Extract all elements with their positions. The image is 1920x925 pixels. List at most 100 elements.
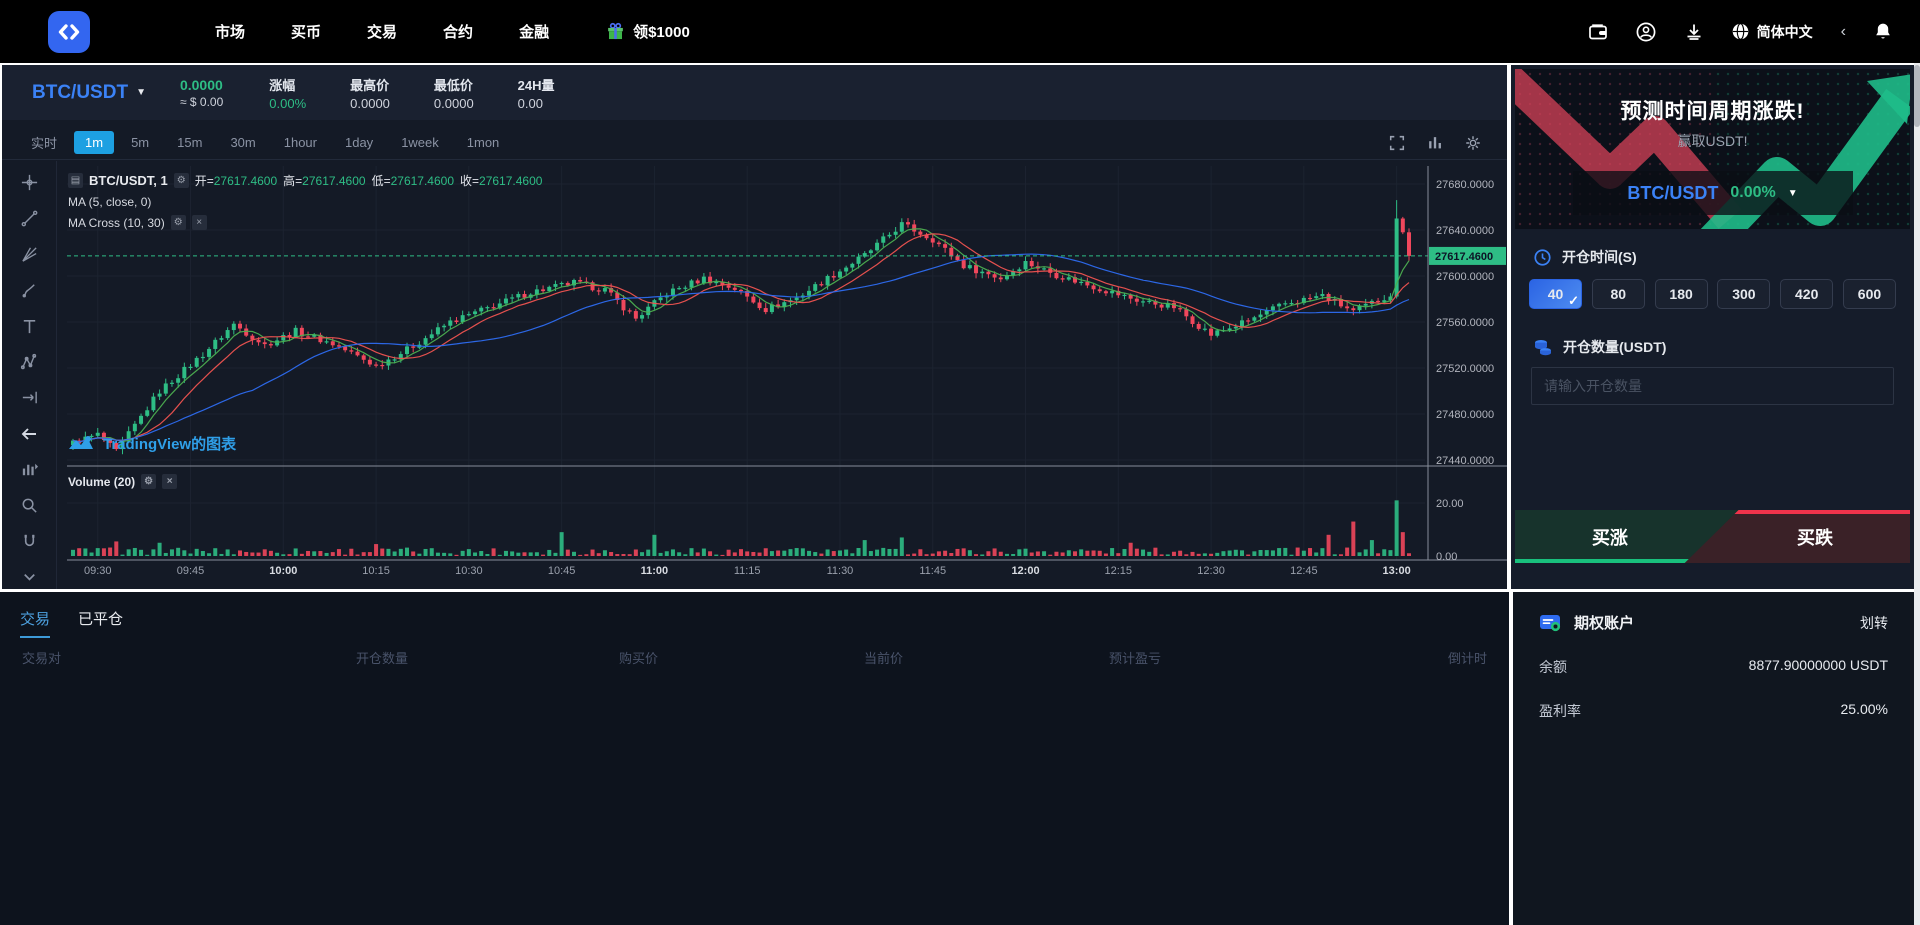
- balance-value: 8877.90000000 USDT: [1748, 657, 1888, 673]
- account-title: 期权账户: [1574, 615, 1635, 632]
- gann-fan-tool-icon[interactable]: [16, 243, 42, 266]
- duration-buttons: 40 ✓ 80 180 300 420 600: [1529, 279, 1896, 309]
- volume-settings-gear-icon[interactable]: ⚙: [141, 474, 157, 489]
- timeframe-1m[interactable]: 1m: [74, 131, 115, 154]
- bonus-link[interactable]: 领$1000: [605, 21, 690, 42]
- svg-text:10:30: 10:30: [455, 565, 483, 577]
- trade-change: 0.00%: [1730, 184, 1776, 201]
- brush-tool-icon[interactable]: [16, 279, 42, 302]
- language-label: 简体中文: [1756, 23, 1813, 40]
- timeframe-realtime[interactable]: 实时: [31, 136, 58, 151]
- volume-legend: Volume (20) ⚙ ×: [68, 474, 178, 489]
- svg-text:20.00: 20.00: [1436, 498, 1464, 510]
- timeframe-1hour[interactable]: 1hour: [283, 135, 317, 150]
- svg-text:11:30: 11:30: [827, 565, 854, 577]
- col-countdown: 倒计时: [1447, 651, 1487, 666]
- duration-180-button[interactable]: 180: [1654, 279, 1708, 309]
- bell-icon[interactable]: [1872, 21, 1894, 43]
- options-account-icon: [1540, 614, 1561, 631]
- svg-text:27440.0000: 27440.0000: [1436, 455, 1494, 467]
- trade-pair-selector[interactable]: BTC/USDT 0.00% ▼: [1572, 171, 1853, 215]
- svg-text:12:45: 12:45: [1290, 565, 1318, 577]
- caret-down-icon: ▼: [136, 87, 146, 98]
- duration-300-button[interactable]: 300: [1717, 279, 1771, 309]
- pattern-tool-icon[interactable]: [16, 351, 42, 374]
- crosshair-tool-icon[interactable]: [16, 171, 42, 194]
- account-header: 期权账户 划转: [1513, 592, 1914, 633]
- app-logo[interactable]: [48, 10, 90, 53]
- timeframe-30m[interactable]: 30m: [230, 135, 256, 150]
- ma-cross-remove-icon[interactable]: ×: [191, 215, 207, 230]
- timeframe-1week[interactable]: 1week: [401, 135, 439, 150]
- bonus-label: 领$1000: [633, 24, 690, 41]
- tradingview-attribution[interactable]: TradingView的图表: [68, 433, 236, 454]
- tradingview-logo-icon: [69, 436, 93, 449]
- page-scrollbar[interactable]: [1914, 63, 1920, 925]
- svg-text:27617.4600: 27617.4600: [1435, 251, 1493, 263]
- duration-420-button[interactable]: 420: [1780, 279, 1834, 309]
- svg-text:10:15: 10:15: [362, 565, 390, 577]
- nav-link-trade[interactable]: 交易: [367, 24, 398, 41]
- wallet-icon[interactable]: [1587, 21, 1609, 43]
- zoom-tool-icon[interactable]: [16, 494, 42, 517]
- svg-text:13:00: 13:00: [1383, 565, 1411, 577]
- ma-cross-indicator-label: MA Cross (10, 30): [68, 215, 165, 230]
- magnet-tool-icon[interactable]: [16, 530, 42, 553]
- positions-table-header: 交易对 开仓数量 购买价 当前价 预计盈亏 倒计时: [0, 648, 1509, 667]
- chart-settings-gear-icon[interactable]: [1463, 133, 1483, 153]
- nav-links: 市场 买币 交易 合约 金融: [215, 21, 549, 42]
- nav-link-contracts[interactable]: 合约: [443, 24, 474, 41]
- tab-open-trades[interactable]: 交易: [20, 608, 51, 638]
- caret-down-icon: ▼: [1787, 187, 1798, 199]
- chart-toolbar-icons: [1387, 133, 1507, 153]
- top-nav: 市场 买币 交易 合约 金融 领$1000 简体中文 ‹: [0, 0, 1920, 63]
- candlestick-chart[interactable]: 27680.0000 27640.0000 27600.0000 27560.0000…: [57, 158, 1507, 589]
- chevron-left-icon[interactable]: ‹: [1840, 22, 1846, 40]
- ma-indicator-label: MA (5, close, 0): [68, 194, 152, 209]
- legend-symbol: BTC/USDT, 1: [89, 173, 168, 188]
- timeframe-1day[interactable]: 1day: [344, 135, 374, 150]
- amount-input[interactable]: [1531, 367, 1894, 405]
- fullscreen-icon[interactable]: [1387, 133, 1407, 153]
- account-icon[interactable]: [1635, 21, 1657, 43]
- tab-closed-trades[interactable]: 已平仓: [78, 611, 124, 628]
- transfer-link[interactable]: 划转: [1860, 614, 1888, 631]
- amount-row: 开仓数量(USDT): [1533, 337, 1666, 357]
- text-tool-icon[interactable]: [16, 315, 42, 338]
- globe-icon: [1732, 23, 1748, 40]
- volume-remove-icon[interactable]: ×: [162, 474, 178, 489]
- nav-link-markets[interactable]: 市场: [215, 24, 246, 41]
- duration-80-button[interactable]: 80: [1591, 279, 1645, 309]
- duration-40-button[interactable]: 40 ✓: [1529, 279, 1582, 309]
- legend-collapse-icon[interactable]: ▤: [68, 173, 83, 188]
- download-icon[interactable]: [1683, 21, 1705, 43]
- ma-cross-settings-gear-icon[interactable]: ⚙: [170, 215, 186, 230]
- drawing-tools-column: [2, 161, 57, 589]
- timeframe-5m[interactable]: 5m: [131, 135, 150, 150]
- legend-ma-cross-row: MA Cross (10, 30) ⚙ ×: [68, 212, 542, 233]
- timeframe-15m[interactable]: 15m: [177, 135, 203, 150]
- nav-link-buy-crypto[interactable]: 买币: [291, 24, 322, 41]
- legend-settings-gear-icon[interactable]: ⚙: [173, 173, 189, 188]
- trade-panel: 预测时间周期涨跌! 赢取USDT! BTC/USDT 0.00% ▼ 开仓时间(…: [1511, 65, 1914, 589]
- last-price: 0.0000: [179, 76, 223, 93]
- forecast-tool-icon[interactable]: [16, 387, 42, 410]
- pair-selector[interactable]: BTC/USDT ▼: [32, 82, 146, 104]
- svg-text:09:30: 09:30: [84, 565, 112, 577]
- pair-name: BTC/USDT: [32, 81, 129, 103]
- collapse-chevron-icon[interactable]: [16, 566, 42, 589]
- trendline-tool-icon[interactable]: [16, 207, 42, 230]
- timeframe-1mon[interactable]: 1mon: [466, 135, 500, 150]
- language-selector[interactable]: 简体中文: [1731, 22, 1813, 42]
- bar-replay-icon[interactable]: [16, 458, 42, 481]
- scrollbar-thumb[interactable]: [1914, 65, 1920, 127]
- svg-text:10:45: 10:45: [548, 565, 576, 577]
- indicators-icon[interactable]: [1425, 133, 1445, 153]
- code-chevrons-icon: [58, 23, 80, 40]
- legend-symbol-row: ▤ BTC/USDT, 1 ⚙ 开=27617.4600 高=27617.460…: [68, 170, 542, 191]
- back-arrow-icon[interactable]: [16, 422, 42, 445]
- nav-link-finance[interactable]: 金融: [519, 24, 550, 41]
- check-icon: ✓: [1568, 293, 1579, 308]
- svg-text:27520.0000: 27520.0000: [1436, 363, 1494, 375]
- duration-600-button[interactable]: 600: [1842, 279, 1896, 309]
